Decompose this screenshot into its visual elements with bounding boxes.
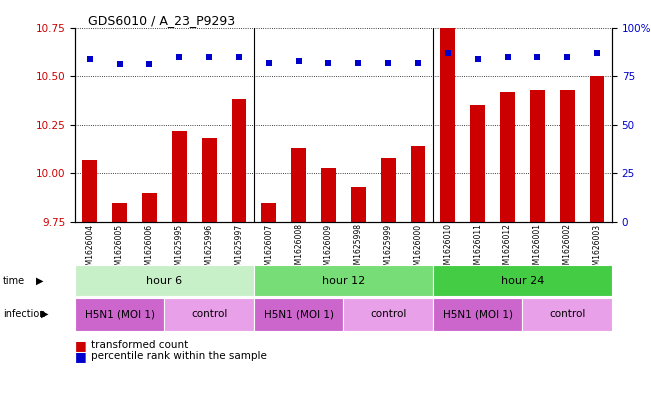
Bar [590,76,605,222]
Text: hour 6: hour 6 [146,275,182,286]
Text: ▶: ▶ [36,275,44,286]
Text: control: control [370,309,406,319]
Bar [321,167,336,222]
Point [145,61,155,68]
Bar [411,146,426,222]
Point [264,59,274,66]
Point [443,50,453,56]
Bar [440,28,455,222]
Text: GDS6010 / A_23_P9293: GDS6010 / A_23_P9293 [88,14,235,27]
Bar [381,158,396,222]
Point [204,53,214,60]
Point [85,55,95,62]
Bar [560,90,575,222]
Text: ■: ■ [75,339,87,352]
Text: time: time [3,275,25,286]
Point [234,53,244,60]
Text: percentile rank within the sample: percentile rank within the sample [91,351,267,362]
Bar [232,99,247,222]
Text: ▶: ▶ [41,309,49,319]
Text: H5N1 (MOI 1): H5N1 (MOI 1) [443,309,513,319]
Bar [202,138,217,222]
Bar [470,105,485,222]
Text: hour 12: hour 12 [322,275,365,286]
Bar [261,203,276,222]
Bar [530,90,545,222]
Bar [351,187,366,222]
Point [532,53,542,60]
Text: transformed count: transformed count [91,340,188,351]
Text: infection: infection [3,309,46,319]
Point [324,59,334,66]
Point [592,50,602,56]
Text: H5N1 (MOI 1): H5N1 (MOI 1) [85,309,155,319]
Point [413,59,423,66]
Text: hour 24: hour 24 [501,275,544,286]
Bar [112,203,127,222]
Text: control: control [191,309,227,319]
Text: ■: ■ [75,350,87,363]
Point [562,53,572,60]
Bar [172,130,187,222]
Bar [500,92,515,222]
Bar [142,193,157,222]
Text: control: control [549,309,585,319]
Point [294,57,304,64]
Point [174,53,184,60]
Point [473,55,483,62]
Point [115,61,125,68]
Point [353,59,363,66]
Text: H5N1 (MOI 1): H5N1 (MOI 1) [264,309,334,319]
Point [383,59,393,66]
Bar [82,160,97,222]
Point [503,53,513,60]
Bar [291,148,306,222]
